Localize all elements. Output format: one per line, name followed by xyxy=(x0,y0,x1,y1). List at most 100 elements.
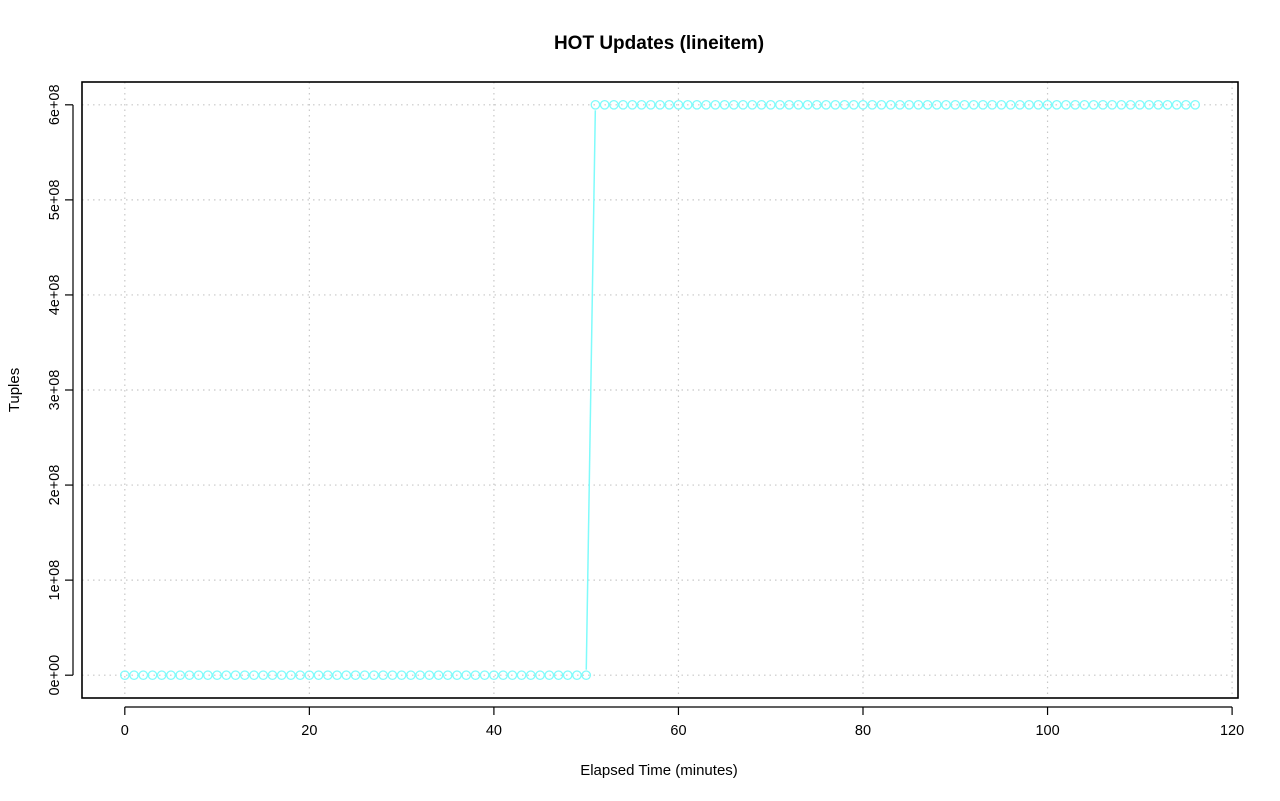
data-point xyxy=(562,670,573,681)
data-point xyxy=(313,670,324,681)
data-point xyxy=(322,670,333,681)
data-point xyxy=(895,99,905,110)
data-point xyxy=(1061,99,1071,110)
data-point xyxy=(1051,99,1062,110)
y-tick-label: 4e+08 xyxy=(47,275,63,316)
data-point xyxy=(1181,99,1191,110)
data-point xyxy=(350,670,361,681)
data-point xyxy=(793,99,804,110)
data-point xyxy=(1042,99,1053,110)
data-point xyxy=(452,670,462,681)
data-point xyxy=(978,99,988,110)
data-point xyxy=(442,670,453,681)
data-point xyxy=(516,670,527,681)
x-tick-label: 100 xyxy=(1035,723,1059,739)
data-point xyxy=(230,670,241,681)
data-point xyxy=(359,670,370,681)
data-point xyxy=(830,99,841,110)
data-point xyxy=(138,670,149,681)
y-tick-label: 1e+08 xyxy=(47,560,63,601)
data-point xyxy=(1070,99,1081,110)
data-point xyxy=(812,99,822,110)
series-line-segment xyxy=(585,110,597,670)
data-point xyxy=(738,99,748,110)
data-point xyxy=(1144,99,1154,110)
data-point xyxy=(756,99,767,110)
data-point xyxy=(599,99,610,110)
x-tick-label: 120 xyxy=(1220,723,1244,739)
data-point xyxy=(1098,99,1108,110)
data-point xyxy=(175,670,186,681)
data-point xyxy=(673,99,684,110)
data-point xyxy=(193,670,204,681)
data-point xyxy=(1088,99,1099,110)
data-point xyxy=(166,670,176,681)
data-point xyxy=(553,670,564,681)
data-series xyxy=(119,99,1201,681)
axes: 0 20 40 60 80 100 120 0e+00 1e+08 2e+08 3e+08 4e+08… xyxy=(47,84,1244,739)
y-tick-label: 2e+08 xyxy=(47,465,63,506)
data-point xyxy=(129,670,139,681)
data-point xyxy=(839,99,850,110)
data-point xyxy=(498,670,508,681)
data-point xyxy=(931,99,942,110)
data-point xyxy=(904,99,914,110)
data-point xyxy=(959,99,970,110)
x-tick-label: 40 xyxy=(486,723,502,739)
y-tick-label: 3e+08 xyxy=(47,370,63,411)
x-axis-label: Elapsed Time (minutes) xyxy=(580,762,738,779)
data-point xyxy=(147,670,158,681)
data-point xyxy=(968,99,979,110)
data-point xyxy=(1005,99,1016,110)
data-point xyxy=(682,99,693,110)
data-point xyxy=(1125,99,1136,110)
data-point xyxy=(1024,99,1034,110)
data-point xyxy=(212,670,222,681)
data-point xyxy=(848,99,859,110)
data-point xyxy=(590,99,601,110)
data-point xyxy=(1033,99,1044,110)
x-tick-label: 60 xyxy=(670,723,686,739)
data-point xyxy=(692,99,702,110)
data-point xyxy=(239,670,250,681)
data-point xyxy=(184,670,195,681)
y-tick-label: 5e+08 xyxy=(47,180,63,221)
data-point xyxy=(609,99,619,110)
data-point xyxy=(747,99,758,110)
data-point xyxy=(664,99,675,110)
chart-title: HOT Updates (lineitem) xyxy=(554,33,764,54)
data-point xyxy=(406,670,416,681)
data-point xyxy=(1190,99,1201,110)
x-tick-label: 80 xyxy=(855,723,871,739)
data-point xyxy=(249,670,259,681)
data-point xyxy=(332,670,342,681)
data-point xyxy=(821,99,831,110)
data-point xyxy=(203,670,213,681)
data-point xyxy=(572,670,582,681)
data-point xyxy=(701,99,711,110)
data-point xyxy=(1171,99,1182,110)
grid xyxy=(82,82,1238,698)
data-point xyxy=(387,670,398,681)
data-point xyxy=(876,99,887,110)
data-point xyxy=(295,670,305,681)
data-point xyxy=(645,99,656,110)
data-point xyxy=(1153,99,1164,110)
data-point xyxy=(627,99,638,110)
data-point xyxy=(433,670,444,681)
data-point xyxy=(276,670,287,681)
data-point xyxy=(461,670,472,681)
data-point xyxy=(922,99,933,110)
data-point xyxy=(1015,99,1025,110)
data-point xyxy=(267,670,278,681)
data-point xyxy=(885,99,896,110)
data-point xyxy=(996,99,1007,110)
data-point xyxy=(489,670,499,681)
data-point xyxy=(784,99,795,110)
y-tick-label: 6e+08 xyxy=(47,84,63,125)
data-point xyxy=(535,670,545,681)
data-point xyxy=(258,670,269,681)
x-tick-label: 20 xyxy=(301,723,317,739)
data-point xyxy=(156,670,167,681)
